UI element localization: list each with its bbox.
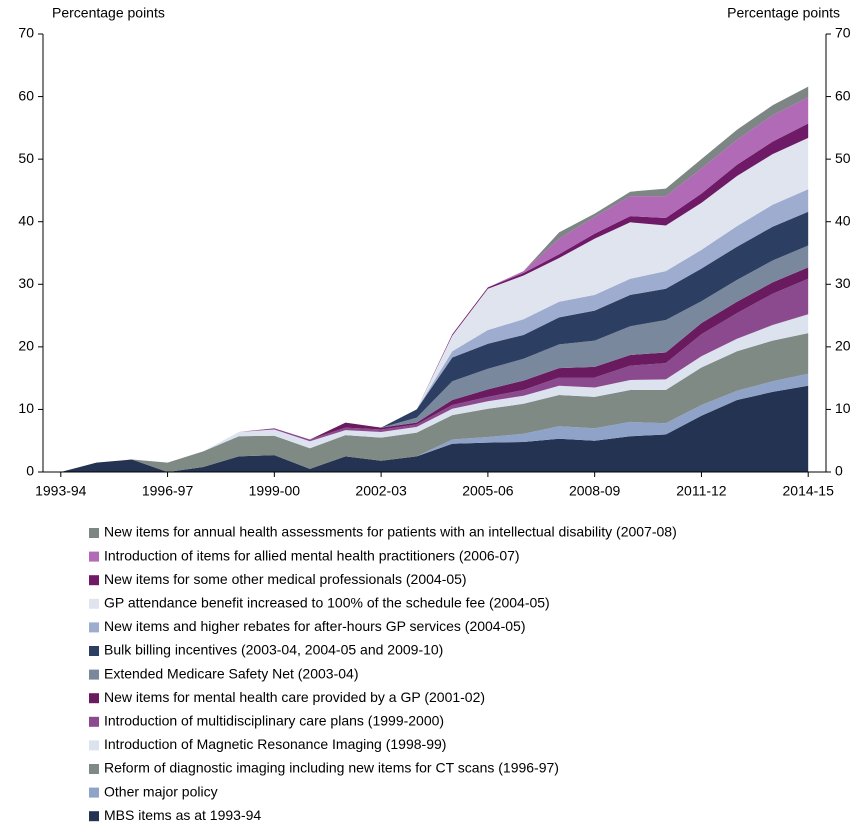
legend-swatch bbox=[89, 646, 99, 656]
legend-swatch bbox=[89, 575, 99, 586]
legend-swatch bbox=[89, 740, 99, 751]
legend-label: Extended Medicare Safety Net (2003-04) bbox=[104, 665, 358, 681]
legend-label: Introduction of items for allied mental … bbox=[104, 547, 520, 563]
y2-axis-title: Percentage points bbox=[727, 5, 840, 21]
y-axis-title: Percentage points bbox=[52, 5, 165, 21]
y-tick-label: 50 bbox=[18, 150, 34, 166]
legend-swatch bbox=[89, 551, 99, 562]
area bbox=[60, 333, 809, 472]
y2-tick-label: 20 bbox=[835, 338, 851, 354]
legend-swatch bbox=[89, 622, 99, 633]
area bbox=[60, 314, 809, 472]
x-tick-label: 1999-00 bbox=[249, 483, 301, 499]
legend-swatch bbox=[89, 716, 99, 727]
legend-label: New items for some other medical profess… bbox=[104, 571, 467, 587]
x-tick-label: 2008-09 bbox=[569, 483, 621, 499]
x-tick-label: 2011-12 bbox=[676, 483, 727, 499]
legend-swatch bbox=[89, 693, 99, 704]
legend-label: Other major policy bbox=[104, 783, 218, 799]
y2-tick-label: 40 bbox=[835, 212, 851, 228]
legend-swatch bbox=[89, 528, 99, 538]
legend-label: New items for annual health assessments … bbox=[104, 524, 677, 540]
legend-swatch bbox=[89, 811, 99, 822]
x-tick-label: 1996-97 bbox=[142, 483, 194, 499]
legend-label: New items and higher rebates for after-h… bbox=[104, 618, 526, 634]
legend-label: New items for mental health care provide… bbox=[104, 689, 485, 705]
y2-tick-label: 60 bbox=[835, 87, 851, 103]
area bbox=[60, 385, 809, 472]
legend-label: MBS items as at 1993-94 bbox=[104, 807, 261, 823]
x-tick-label: 1993-94 bbox=[35, 483, 87, 499]
x-tick-label: 2005-06 bbox=[462, 483, 514, 499]
legend-label: GP attendance benefit increased to 100% … bbox=[104, 595, 550, 611]
y-tick-label: 60 bbox=[18, 87, 34, 103]
y2-tick-label: 30 bbox=[835, 275, 851, 291]
legend-swatch bbox=[89, 764, 99, 774]
y-tick-label: 0 bbox=[26, 463, 34, 479]
y-tick-label: 30 bbox=[18, 275, 34, 291]
y2-tick-label: 50 bbox=[835, 150, 851, 166]
y2-tick-label: 70 bbox=[835, 25, 851, 41]
y-tick-label: 40 bbox=[18, 212, 34, 228]
legend-swatch bbox=[89, 598, 99, 609]
y2-tick-label: 0 bbox=[835, 463, 843, 479]
legend-label: Reform of diagnostic imaging including n… bbox=[104, 760, 559, 776]
x-tick-label: 2014-15 bbox=[783, 483, 835, 499]
area bbox=[60, 278, 809, 472]
legend-swatch bbox=[89, 669, 99, 680]
y2-tick-label: 10 bbox=[835, 400, 851, 416]
legend-swatch bbox=[89, 787, 99, 798]
legend-label: Introduction of multidisciplinary care p… bbox=[104, 713, 444, 729]
legend-label: Bulk billing incentives (2003-04, 2004-0… bbox=[104, 642, 443, 658]
y-tick-label: 10 bbox=[18, 400, 34, 416]
x-tick-label: 2002-03 bbox=[355, 483, 407, 499]
y-tick-label: 20 bbox=[18, 338, 34, 354]
legend-label: Introduction of Magnetic Resonance Imagi… bbox=[104, 736, 446, 752]
y-tick-label: 70 bbox=[18, 25, 34, 41]
